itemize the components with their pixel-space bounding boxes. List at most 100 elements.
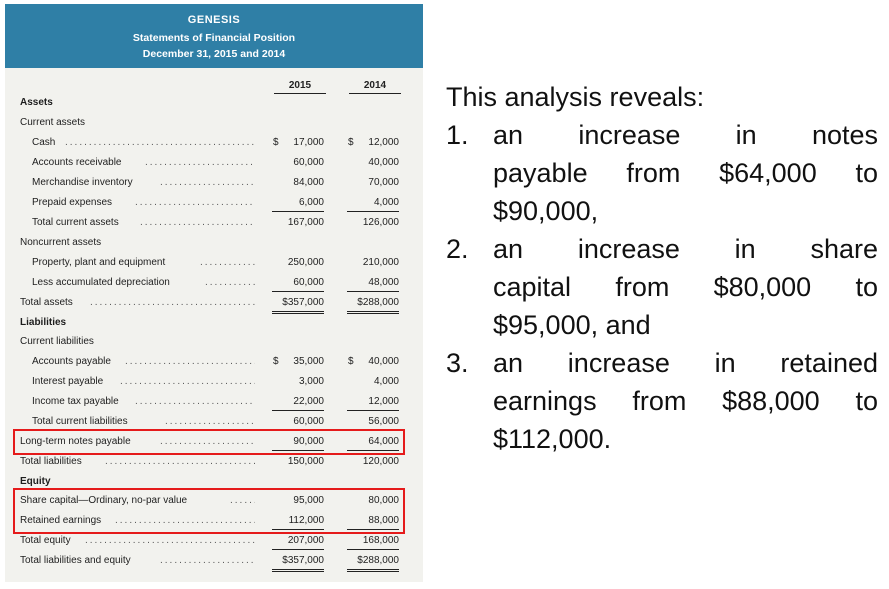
leader-dots-text: ........................................…	[120, 376, 255, 387]
value-2015: 3,000	[298, 376, 324, 387]
leader-dots: ........................................…	[5, 255, 255, 271]
value-2014: 48,000	[347, 275, 399, 292]
table-row: ........................................…	[5, 414, 423, 430]
leader-dots: ........................................…	[5, 275, 255, 291]
leader-dots: ........................................…	[5, 155, 255, 171]
leader-dots: ........................................…	[5, 454, 255, 470]
statement-date: December 31, 2015 and 2014	[142, 48, 286, 60]
leader-dots-text: ........................................…	[135, 197, 255, 208]
row-label: Noncurrent assets	[20, 237, 102, 248]
row-label: Income tax payable	[32, 394, 123, 410]
table-row: ........................................…	[5, 354, 423, 370]
list-line: capital from $80,000 to	[493, 272, 878, 302]
table-row: ........................................…	[5, 553, 423, 572]
row-label: Property, plant and equipment	[32, 255, 170, 271]
row-label: Current liabilities	[20, 336, 94, 347]
value-2015: 17,000	[293, 137, 324, 148]
leader-dots: ........................................…	[5, 414, 255, 430]
list-number: 1.	[446, 120, 469, 150]
subheading-noncurrent-assets: Noncurrent assets	[5, 235, 423, 251]
leader-dots-text: ........................................…	[125, 356, 255, 367]
value-2015: 90,000	[272, 434, 324, 451]
row-label: Equity	[20, 476, 51, 487]
analysis-intro: This analysis reveals:	[446, 82, 705, 112]
list-number: 2.	[446, 234, 469, 264]
currency-symbol: $	[273, 137, 279, 148]
row-label: Long-term notes payable	[20, 434, 135, 450]
row-label: Share capital—Ordinary, no-par value	[20, 493, 192, 509]
table-row: ........................................…	[5, 434, 423, 451]
leader-dots-text: ........................................…	[65, 137, 255, 148]
value-2014: 70,000	[368, 177, 399, 188]
row-label: Interest payable	[32, 374, 108, 390]
row-label: Assets	[20, 97, 53, 108]
value-2014: 80,000	[368, 495, 399, 506]
value-2015: $357,000	[272, 295, 324, 314]
value-2014: 40,000	[368, 157, 399, 168]
table-row: ........................................…	[5, 454, 423, 470]
leader-dots-text: ........................................…	[115, 515, 255, 526]
list-line: an increase in retained	[493, 348, 878, 378]
statement-title: Statements of Financial Position	[132, 32, 296, 44]
row-label: Current assets	[20, 117, 86, 128]
table-row: ........................................…	[5, 135, 423, 151]
list-number: 3.	[446, 348, 469, 378]
value-2015: 60,000	[293, 416, 324, 427]
leader-dots-text: ........................................…	[160, 436, 255, 447]
list-line: $90,000,	[493, 196, 599, 226]
row-label: Total assets	[20, 295, 77, 311]
leader-dots-text: ........................................…	[230, 495, 255, 506]
leader-dots-text: ........................................…	[165, 416, 255, 427]
row-label: Less accumulated depreciation	[32, 275, 174, 291]
company-name: GENESIS	[187, 14, 241, 26]
subheading-current-liabilities: Current liabilities	[5, 334, 423, 350]
value-2014: 126,000	[362, 217, 399, 228]
value-2015: 95,000	[293, 495, 324, 506]
value-2014: 210,000	[362, 257, 399, 268]
row-label: Total current assets	[32, 215, 123, 231]
currency-symbol: $	[348, 137, 354, 148]
table-row: ........................................…	[5, 394, 423, 411]
row-label: Total current liabilities	[32, 414, 132, 430]
leader-dots-text: ........................................…	[135, 396, 255, 407]
leader-dots: ........................................…	[5, 533, 255, 549]
leader-dots-text: ........................................…	[90, 297, 255, 308]
section-heading-assets: Assets	[5, 95, 423, 111]
leader-dots-text: ........................................…	[85, 535, 255, 546]
value-2014: 12,000	[347, 394, 399, 411]
row-label: Total liabilities	[20, 454, 86, 470]
row-label: Prepaid expenses	[32, 195, 117, 211]
leader-dots-text: ........................................…	[205, 277, 255, 288]
value-2014: 88,000	[347, 513, 399, 530]
value-2015: 150,000	[287, 456, 324, 467]
value-2014: 120,000	[362, 456, 399, 467]
row-label: Retained earnings	[20, 513, 106, 529]
value-2015: 6,000	[272, 195, 324, 212]
highlight-box-notes-payable	[13, 429, 405, 455]
row-label: Cash	[32, 135, 60, 151]
table-row: ........................................…	[5, 533, 423, 550]
row-label: Accounts payable	[32, 354, 115, 370]
table-row: ........................................…	[5, 493, 423, 509]
leader-dots: ........................................…	[5, 215, 255, 231]
value-2014: $288,000	[347, 295, 399, 314]
leader-dots: ........................................…	[5, 374, 255, 390]
value-2014: 4,000	[373, 376, 399, 387]
column-header-2014: 2014	[349, 80, 401, 94]
value-2014: 4,000	[347, 195, 399, 212]
value-2015: 60,000	[293, 157, 324, 168]
list-line: earnings from $88,000 to	[493, 386, 878, 416]
value-2014: 56,000	[368, 416, 399, 427]
value-2014: 40,000	[368, 356, 399, 367]
balance-sheet-panel: GENESIS Statements of Financial Position…	[5, 4, 423, 582]
row-label: Liabilities	[20, 317, 67, 328]
value-2015: 250,000	[287, 257, 324, 268]
leader-dots: ........................................…	[5, 195, 255, 211]
value-2015: 167,000	[287, 217, 324, 228]
value-2015: 22,000	[272, 394, 324, 411]
leader-dots: ........................................…	[5, 354, 255, 370]
table-row: ........................................…	[5, 175, 423, 191]
row-label: Total equity	[20, 533, 75, 549]
column-header-2015: 2015	[274, 80, 326, 94]
list-line: an increase in notes	[493, 120, 878, 150]
